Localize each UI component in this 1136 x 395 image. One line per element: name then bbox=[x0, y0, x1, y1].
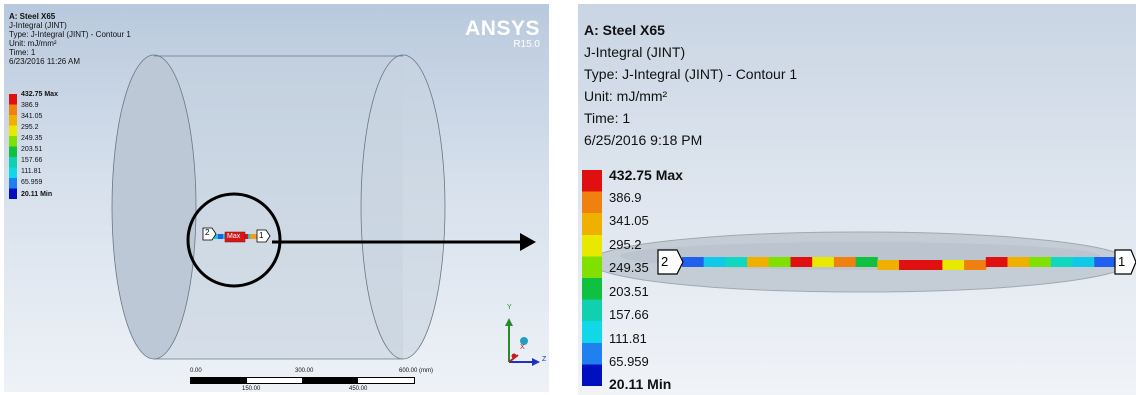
legend-label: 386.9 bbox=[609, 190, 642, 205]
crack-segment bbox=[1050, 257, 1074, 267]
right-viewport-zoom[interactable]: A: Steel X65 J-Integral (JINT) Type: J-I… bbox=[578, 4, 1136, 395]
result-type: Type: J-Integral (JINT) - Contour 1 bbox=[9, 30, 131, 39]
result-info-left: A: Steel X65 J-Integral (JINT) Type: J-I… bbox=[9, 12, 131, 66]
result-time: Time: 1 bbox=[9, 48, 36, 57]
crack-segment bbox=[725, 257, 748, 267]
crack-end-label: 1 bbox=[259, 231, 264, 240]
brand-version: R15.0 bbox=[513, 39, 540, 50]
result-unit: Unit: mJ/mm² bbox=[9, 39, 57, 48]
legend-label: 20.11 Min bbox=[21, 191, 53, 198]
crack-segment bbox=[1072, 257, 1095, 267]
result-info-right: A: Steel X65 J-Integral (JINT) Type: J-I… bbox=[584, 19, 797, 151]
triad-sphere bbox=[520, 337, 528, 345]
triad-x-axis bbox=[508, 354, 519, 363]
legend-label: 203.51 bbox=[609, 284, 649, 299]
legend-label: 386.9 bbox=[21, 102, 39, 109]
triad-y-label: Y bbox=[507, 304, 512, 311]
scale-label: 300.00 bbox=[295, 368, 314, 374]
legend-label: 157.66 bbox=[609, 307, 649, 322]
scale-label: 0.00 bbox=[190, 368, 202, 374]
legend-label: 432.75 Max bbox=[21, 91, 58, 98]
result-time: Time: 1 bbox=[584, 110, 631, 126]
legend-label: 341.05 bbox=[21, 113, 43, 120]
crack-segment bbox=[877, 260, 900, 270]
crack-segment bbox=[833, 257, 857, 267]
scale-label: 600.00 (mm) bbox=[399, 368, 434, 374]
crack-segment bbox=[920, 260, 943, 270]
model-title: A: Steel X65 bbox=[9, 12, 56, 21]
result-name: J-Integral (JINT) bbox=[9, 21, 67, 30]
crack-segment bbox=[899, 260, 922, 270]
legend-label: 295.2 bbox=[21, 124, 39, 131]
crack-segment bbox=[1094, 257, 1117, 267]
left-viewport[interactable]: A: Steel X65 J-Integral (JINT) Type: J-I… bbox=[4, 4, 549, 392]
brand-name: ANSYS bbox=[465, 17, 540, 40]
legend-label: 249.35 bbox=[21, 135, 43, 142]
crack-segment bbox=[942, 260, 965, 270]
crack-segment bbox=[1007, 257, 1030, 267]
crack-end-tag bbox=[256, 229, 271, 243]
triad-z-label: Z bbox=[542, 356, 547, 363]
crack-start-label: 2 bbox=[661, 254, 669, 269]
crack-segment bbox=[985, 257, 1008, 267]
legend-label: 203.51 bbox=[21, 146, 43, 153]
crack-start-label: 2 bbox=[205, 228, 210, 237]
legend-color-bar bbox=[9, 94, 17, 199]
legend-label: 341.05 bbox=[609, 213, 649, 228]
crack-segment bbox=[747, 257, 770, 267]
crack-segment bbox=[682, 257, 705, 267]
crack-end-label: 1 bbox=[1118, 254, 1126, 269]
legend-label: 65.959 bbox=[609, 354, 649, 369]
scene-graphics bbox=[111, 54, 540, 366]
ansys-logo: ANSYS R15.0 bbox=[465, 17, 540, 50]
legend-label: 157.66 bbox=[21, 157, 43, 164]
legend-label: 295.2 bbox=[609, 237, 642, 252]
crack-end-tag bbox=[1114, 249, 1136, 275]
model-title: A: Steel X65 bbox=[584, 22, 665, 38]
result-date: 6/25/2016 9:18 PM bbox=[584, 132, 703, 148]
cylinder-right-end bbox=[360, 54, 446, 360]
crack-front-bar bbox=[682, 257, 1117, 270]
legend-label: 20.11 Min bbox=[609, 376, 672, 392]
crack-segment bbox=[855, 257, 878, 267]
legend-label: 111.81 bbox=[21, 168, 42, 175]
crack-segment bbox=[703, 257, 726, 267]
legend-label: 65.959 bbox=[21, 179, 43, 186]
result-unit: Unit: mJ/mm² bbox=[584, 88, 668, 104]
crack-start-tag bbox=[202, 227, 217, 241]
crack-segment bbox=[790, 257, 813, 267]
detail-circle bbox=[186, 192, 282, 288]
max-marker bbox=[224, 231, 246, 243]
legend-color-bar bbox=[582, 170, 602, 386]
crack-segment bbox=[768, 257, 791, 267]
result-name: J-Integral (JINT) bbox=[584, 44, 686, 60]
scale-label: 450.00 bbox=[349, 386, 368, 392]
legend-label: 249.35 bbox=[609, 260, 649, 275]
crack-zoom-graphics bbox=[589, 231, 1136, 293]
crack-segment bbox=[1029, 257, 1052, 267]
legend-label: 111.81 bbox=[609, 331, 647, 346]
crack-segment bbox=[964, 260, 987, 270]
max-label: Max bbox=[227, 233, 241, 240]
result-date: 6/23/2016 11:26 AM bbox=[9, 57, 81, 66]
triad-x-label: X bbox=[520, 344, 525, 351]
crack-segment bbox=[812, 257, 835, 267]
legend-label: 432.75 Max bbox=[609, 167, 683, 183]
cylinder-left-end bbox=[111, 54, 197, 360]
scale-label: 150.00 bbox=[242, 386, 261, 392]
result-type: Type: J-Integral (JINT) - Contour 1 bbox=[584, 66, 798, 82]
scale-bar bbox=[190, 377, 415, 384]
crack-start-tag bbox=[657, 249, 684, 275]
